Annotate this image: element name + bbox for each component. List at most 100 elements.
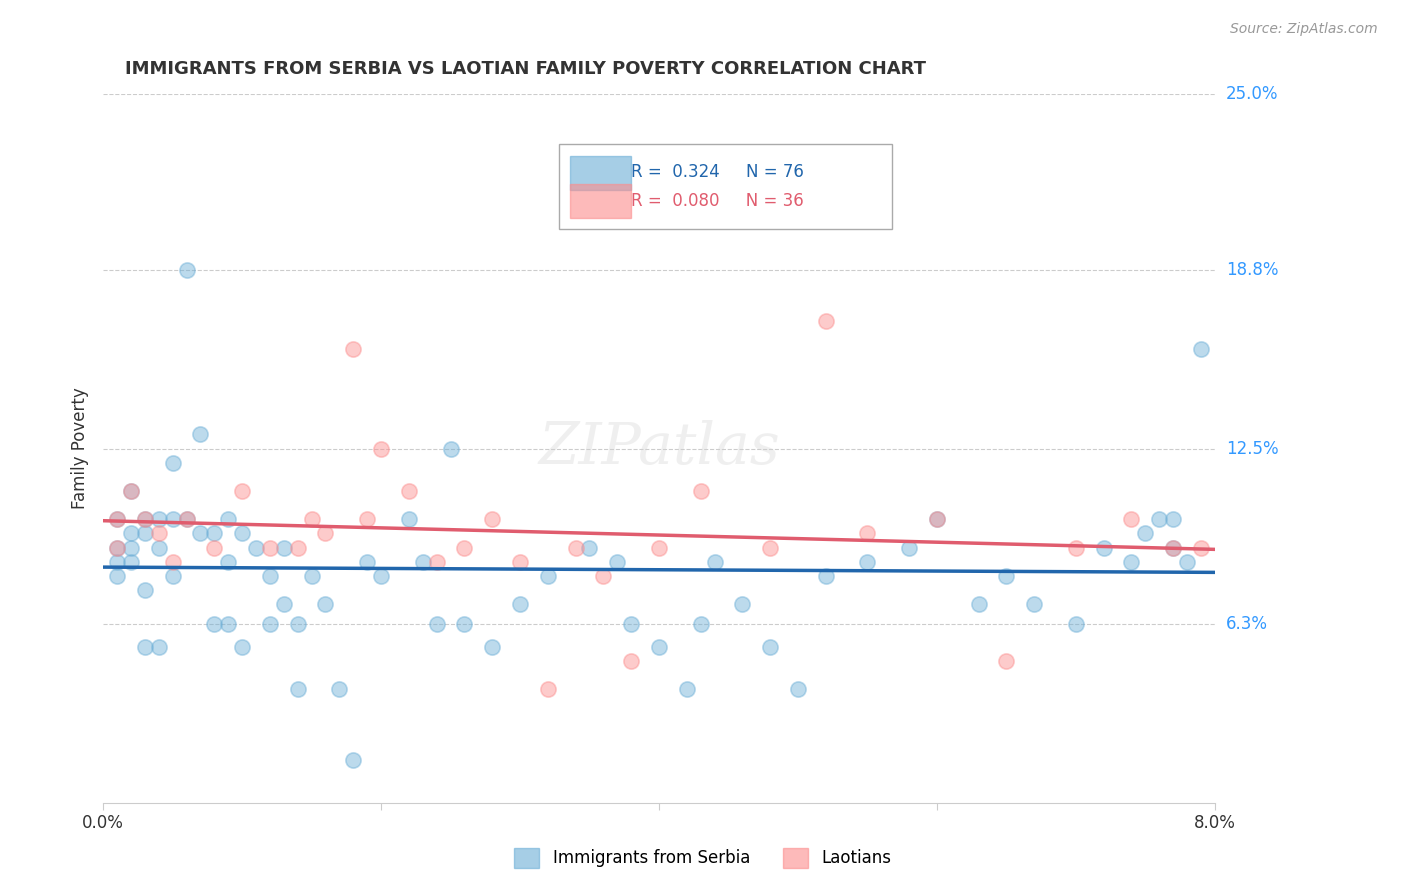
- Point: [995, 654, 1018, 668]
- Point: [481, 640, 503, 654]
- Point: [120, 483, 142, 498]
- Point: [105, 512, 128, 526]
- Point: [1147, 512, 1170, 526]
- Text: R =  0.080     N = 36: R = 0.080 N = 36: [631, 192, 804, 210]
- Point: [967, 597, 990, 611]
- Point: [731, 597, 754, 611]
- Point: [190, 427, 212, 442]
- Point: [105, 541, 128, 555]
- Point: [537, 682, 560, 697]
- Point: [105, 512, 128, 526]
- Point: [453, 617, 475, 632]
- Point: [134, 512, 156, 526]
- Point: [176, 263, 198, 277]
- Text: 6.3%: 6.3%: [1226, 615, 1268, 633]
- Point: [287, 541, 309, 555]
- Point: [245, 541, 267, 555]
- Point: [217, 555, 239, 569]
- Point: [105, 569, 128, 583]
- Point: [1175, 555, 1198, 569]
- Point: [231, 483, 253, 498]
- Point: [120, 555, 142, 569]
- Point: [202, 526, 225, 541]
- Point: [481, 512, 503, 526]
- Point: [1064, 541, 1087, 555]
- Point: [301, 569, 323, 583]
- Point: [439, 442, 461, 456]
- Text: 12.5%: 12.5%: [1226, 440, 1278, 458]
- Point: [453, 541, 475, 555]
- Point: [1092, 541, 1115, 555]
- Point: [217, 617, 239, 632]
- Point: [509, 597, 531, 611]
- Point: [1121, 555, 1143, 569]
- Text: 25.0%: 25.0%: [1226, 86, 1278, 103]
- Text: R =  0.324     N = 76: R = 0.324 N = 76: [631, 163, 804, 181]
- Point: [120, 526, 142, 541]
- Point: [648, 541, 671, 555]
- Point: [314, 526, 336, 541]
- Point: [1024, 597, 1046, 611]
- Point: [287, 617, 309, 632]
- Point: [426, 617, 449, 632]
- Point: [412, 555, 434, 569]
- Point: [995, 569, 1018, 583]
- Point: [925, 512, 948, 526]
- Point: [217, 512, 239, 526]
- Point: [273, 597, 295, 611]
- Point: [578, 541, 600, 555]
- Point: [703, 555, 725, 569]
- Point: [342, 343, 364, 357]
- Point: [162, 555, 184, 569]
- FancyBboxPatch shape: [560, 144, 893, 229]
- Point: [120, 483, 142, 498]
- Point: [925, 512, 948, 526]
- FancyBboxPatch shape: [569, 185, 631, 219]
- Point: [202, 541, 225, 555]
- Point: [509, 555, 531, 569]
- Point: [134, 583, 156, 598]
- Point: [134, 526, 156, 541]
- Text: 18.8%: 18.8%: [1226, 261, 1278, 279]
- Point: [176, 512, 198, 526]
- Point: [176, 512, 198, 526]
- Point: [356, 512, 378, 526]
- Point: [689, 617, 711, 632]
- Point: [148, 526, 170, 541]
- Point: [370, 569, 392, 583]
- Point: [814, 569, 837, 583]
- Point: [675, 682, 697, 697]
- FancyBboxPatch shape: [569, 156, 631, 190]
- Point: [356, 555, 378, 569]
- Point: [398, 483, 420, 498]
- Point: [162, 512, 184, 526]
- Point: [1161, 512, 1184, 526]
- Point: [259, 617, 281, 632]
- Point: [287, 682, 309, 697]
- Point: [1189, 541, 1212, 555]
- Point: [620, 617, 643, 632]
- Point: [105, 555, 128, 569]
- Point: [856, 555, 879, 569]
- Text: IMMIGRANTS FROM SERBIA VS LAOTIAN FAMILY POVERTY CORRELATION CHART: IMMIGRANTS FROM SERBIA VS LAOTIAN FAMILY…: [125, 60, 927, 78]
- Point: [301, 512, 323, 526]
- Text: ZIPatlas: ZIPatlas: [538, 420, 780, 476]
- Point: [105, 541, 128, 555]
- Point: [398, 512, 420, 526]
- Point: [787, 682, 810, 697]
- Point: [342, 753, 364, 767]
- Point: [606, 555, 628, 569]
- Point: [564, 541, 586, 555]
- Point: [120, 541, 142, 555]
- Point: [370, 442, 392, 456]
- Text: Source: ZipAtlas.com: Source: ZipAtlas.com: [1230, 22, 1378, 37]
- Point: [620, 654, 643, 668]
- Point: [814, 314, 837, 328]
- Point: [537, 569, 560, 583]
- Point: [1135, 526, 1157, 541]
- Point: [1121, 512, 1143, 526]
- Point: [134, 640, 156, 654]
- Point: [162, 456, 184, 470]
- Point: [148, 541, 170, 555]
- Point: [759, 541, 782, 555]
